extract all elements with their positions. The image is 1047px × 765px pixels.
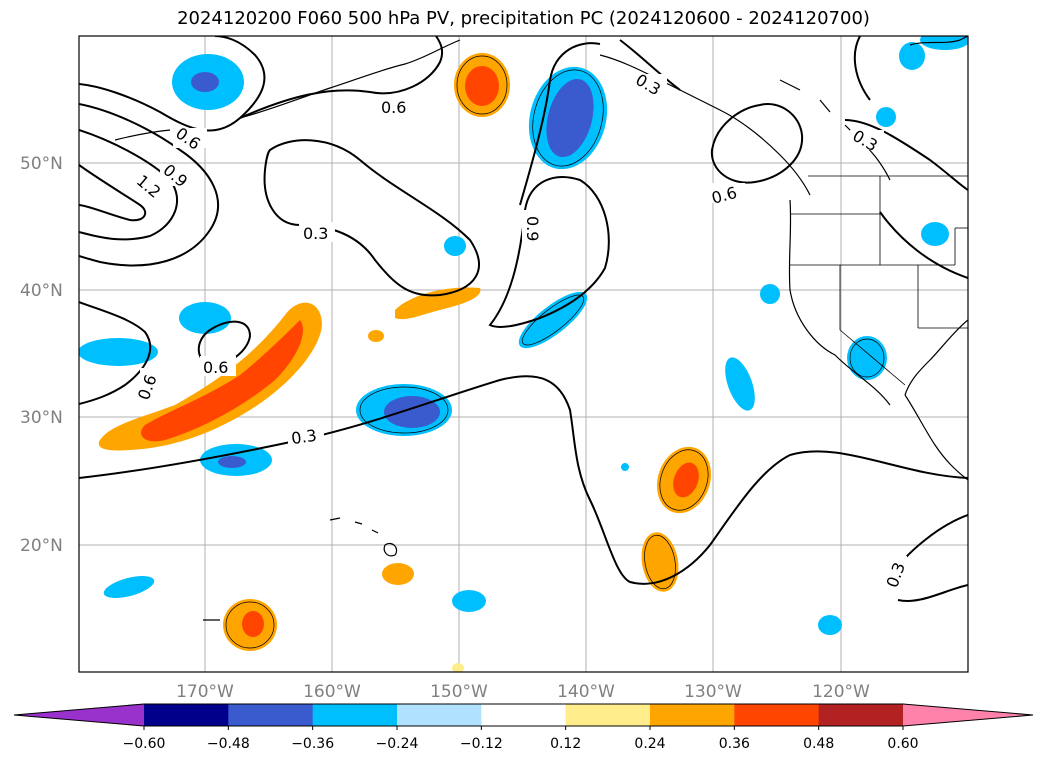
pv-label: 0.3 xyxy=(290,426,318,448)
precip-positive-anomalies xyxy=(98,53,712,672)
precip-negative-anomalies xyxy=(79,36,968,635)
colorbar-segment xyxy=(312,704,398,726)
colorbar-segment xyxy=(818,704,904,726)
lat-label: 30°N xyxy=(20,408,63,428)
colorbar-extend-high xyxy=(903,704,1033,726)
colorbar-tick-label: 0.48 xyxy=(803,736,834,752)
precip-outlines xyxy=(225,55,885,649)
lon-label: 140°W xyxy=(557,682,615,702)
latitude-labels: 50°N 40°N 30°N 20°N xyxy=(20,154,63,556)
colorbar-tick-label: 0.24 xyxy=(634,736,665,752)
colorbar-tick-label: −0.12 xyxy=(460,736,503,752)
colorbar-segment xyxy=(565,704,651,726)
map-title: 2024120200 F060 500 hPa PV, precipitatio… xyxy=(177,8,870,29)
colorbar-segment xyxy=(144,704,229,726)
colorbar-segment xyxy=(481,704,567,726)
lat-label: 20°N xyxy=(20,536,63,556)
colorbar-tick-label: 0.36 xyxy=(719,736,750,752)
lon-label: 120°W xyxy=(812,682,870,702)
pv-label: 0.6 xyxy=(381,98,406,117)
lon-label: 130°W xyxy=(684,682,742,702)
map-frame xyxy=(78,35,969,673)
colorbar-tick-label: −0.24 xyxy=(376,736,419,752)
lon-label: 160°W xyxy=(303,682,361,702)
political-borders xyxy=(790,175,968,386)
colorbar-extend-low xyxy=(14,704,144,726)
lat-label: 50°N xyxy=(20,154,63,174)
longitude-labels: 170°W 160°W 150°W 140°W 130°W 120°W xyxy=(176,682,870,702)
colorbar-segment xyxy=(397,704,482,726)
colorbar: −0.60 −0.48 −0.36 −0.24 −0.12 0.12 0.24 0.36 0.4… xyxy=(13,703,1034,752)
pv-label: 0.9 xyxy=(523,216,542,241)
colorbar-tick-label: −0.60 xyxy=(123,736,166,752)
map-panel xyxy=(79,36,968,672)
colorbar-tick-label: 0.60 xyxy=(887,736,918,752)
colorbar-segment xyxy=(228,704,314,726)
colorbar-tick-label: −0.36 xyxy=(291,736,334,752)
lon-label: 170°W xyxy=(176,682,234,702)
lat-label: 40°N xyxy=(20,281,63,301)
pv-label: 0.3 xyxy=(303,224,328,243)
colorbar-tick-label: 0.12 xyxy=(550,736,581,752)
pv-label: 0.6 xyxy=(203,358,228,377)
hawaii-islands xyxy=(203,517,398,621)
colorbar-tick-label: −0.48 xyxy=(207,736,250,752)
colorbar-segment xyxy=(734,704,820,726)
colorbar-segment xyxy=(650,704,735,726)
lon-label: 150°W xyxy=(430,682,488,702)
